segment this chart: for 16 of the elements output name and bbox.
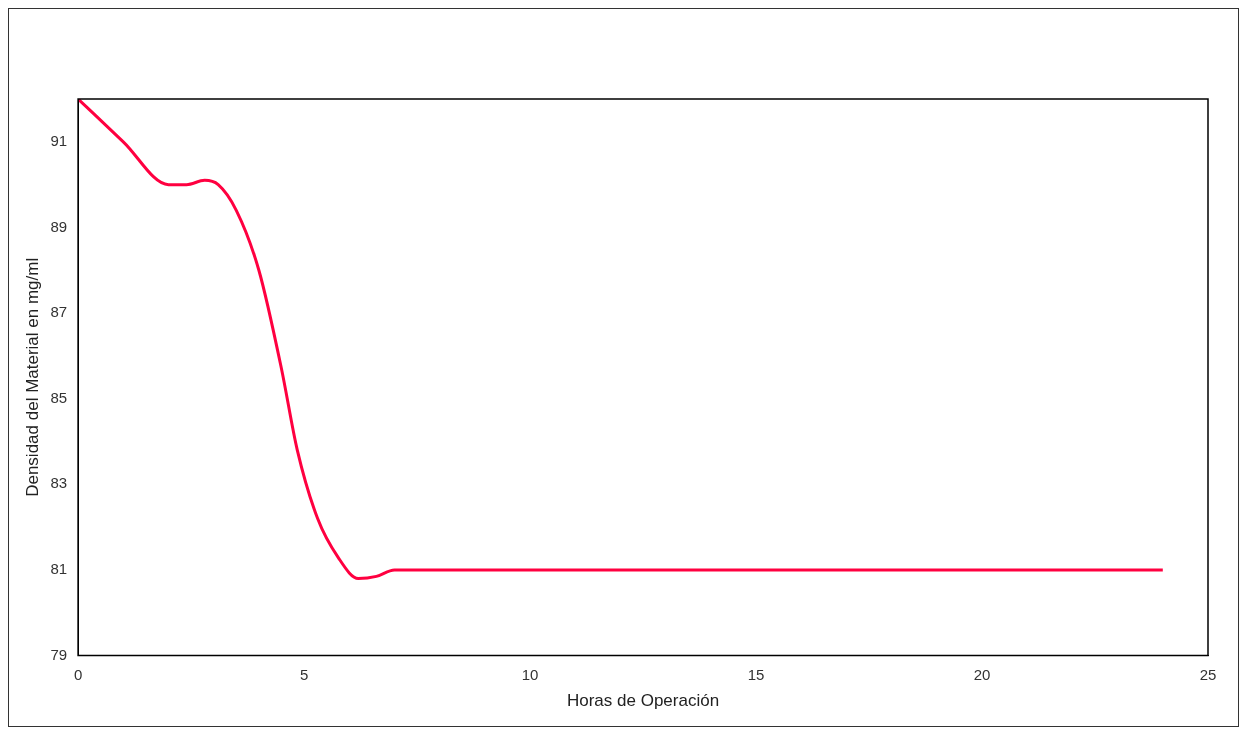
- x-tick-label: 25: [1199, 665, 1217, 683]
- y-axis-title: Densidad del Material en mg/ml: [22, 257, 42, 497]
- y-tick-label: 91: [50, 131, 68, 149]
- y-tick-label: 81: [50, 560, 68, 578]
- x-tick-label: 15: [747, 665, 765, 683]
- y-tick-label: 79: [50, 645, 68, 663]
- x-tick-label: 0: [73, 665, 83, 683]
- x-tick-label: 20: [973, 665, 991, 683]
- line-series: [78, 99, 1165, 581]
- y-tick-label: 83: [50, 474, 68, 492]
- y-tick-label: 85: [50, 388, 68, 406]
- x-tick-label: 10: [521, 665, 539, 683]
- x-axis-title: Horas de Operación: [566, 691, 720, 711]
- y-tick-label: 89: [50, 217, 68, 235]
- y-tick-label: 87: [50, 303, 68, 321]
- x-tick-label: 5: [299, 665, 309, 683]
